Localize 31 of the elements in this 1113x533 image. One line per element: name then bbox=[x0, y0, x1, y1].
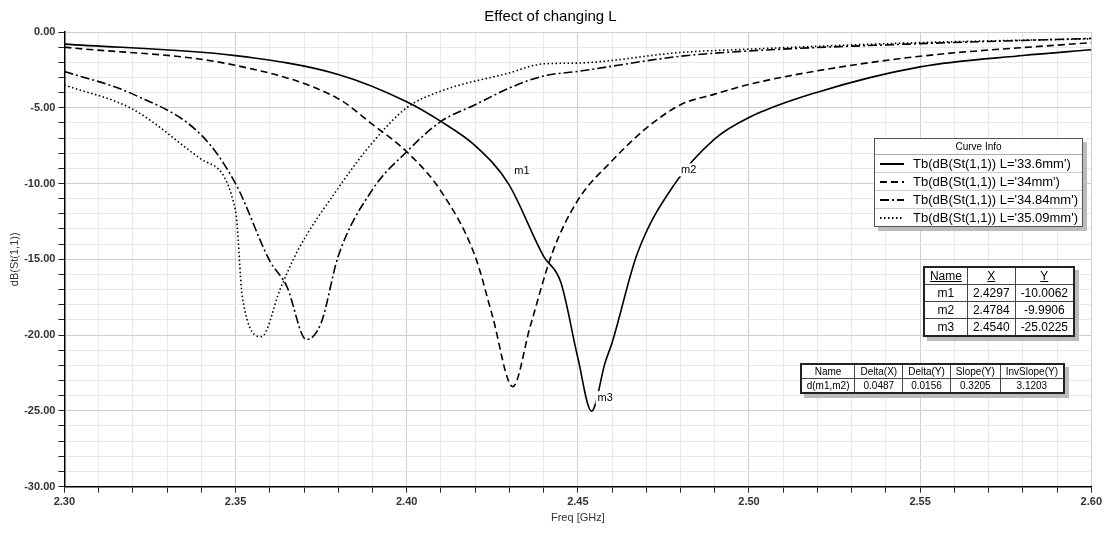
x-tick-label: 2.35 bbox=[224, 495, 247, 508]
x-tick-label: 2.40 bbox=[395, 495, 418, 508]
text: m2 2.4784 -9.9906 bbox=[937, 303, 1065, 317]
x-tick-label: 2.30 bbox=[53, 495, 76, 508]
legend-label: Tb(dB(St(1,1)) L='33.6mm') bbox=[913, 156, 1071, 171]
legend-title: Curve Info bbox=[875, 139, 1082, 155]
y-tick-label: -25.00 bbox=[24, 403, 56, 416]
legend-label: Tb(dB(St(1,1)) L='34mm') bbox=[913, 174, 1060, 189]
x-tick-label: 2.55 bbox=[909, 495, 931, 508]
text: d(m1,m2) 0.0487 0.0156 0.3205 3.1203 bbox=[806, 380, 1048, 391]
text: m3 2.4540 -25.0225 bbox=[937, 320, 1068, 334]
y-tick-label: 0.00 bbox=[33, 25, 56, 38]
annotation: m3 bbox=[597, 391, 613, 404]
y-tick-label: -20.00 bbox=[24, 328, 56, 341]
y-tick-label: -15.00 bbox=[24, 252, 56, 265]
y-tick-label: -10.00 bbox=[24, 176, 56, 189]
legend-label: Tb(dB(St(1,1)) L='35.09mm') bbox=[913, 210, 1078, 225]
y-tick-label: -5.00 bbox=[30, 100, 56, 113]
text: Name Delta(X) Delta(Y) Slope(Y) InvSlope(Y) bbox=[814, 366, 1058, 377]
x-tick-label: 2.60 bbox=[1080, 495, 1103, 508]
chart-title: Effect of changing L bbox=[484, 7, 617, 25]
x-tick-label: 2.45 bbox=[567, 495, 589, 508]
text: Name X Y bbox=[929, 269, 1049, 283]
y-axis-title: dB(St(1,1)) bbox=[7, 232, 20, 287]
x-axis-title: Freq [GHz] bbox=[550, 511, 605, 524]
text: m1 2.4297 -10.0062 bbox=[937, 286, 1068, 300]
y-tick-label: -30.00 bbox=[24, 479, 56, 492]
annotation: m2 bbox=[681, 163, 697, 176]
annotation: m1 bbox=[514, 163, 530, 176]
x-tick-label: 2.50 bbox=[738, 495, 760, 508]
legend-label: Tb(dB(St(1,1)) L='34.84mm') bbox=[913, 192, 1078, 207]
